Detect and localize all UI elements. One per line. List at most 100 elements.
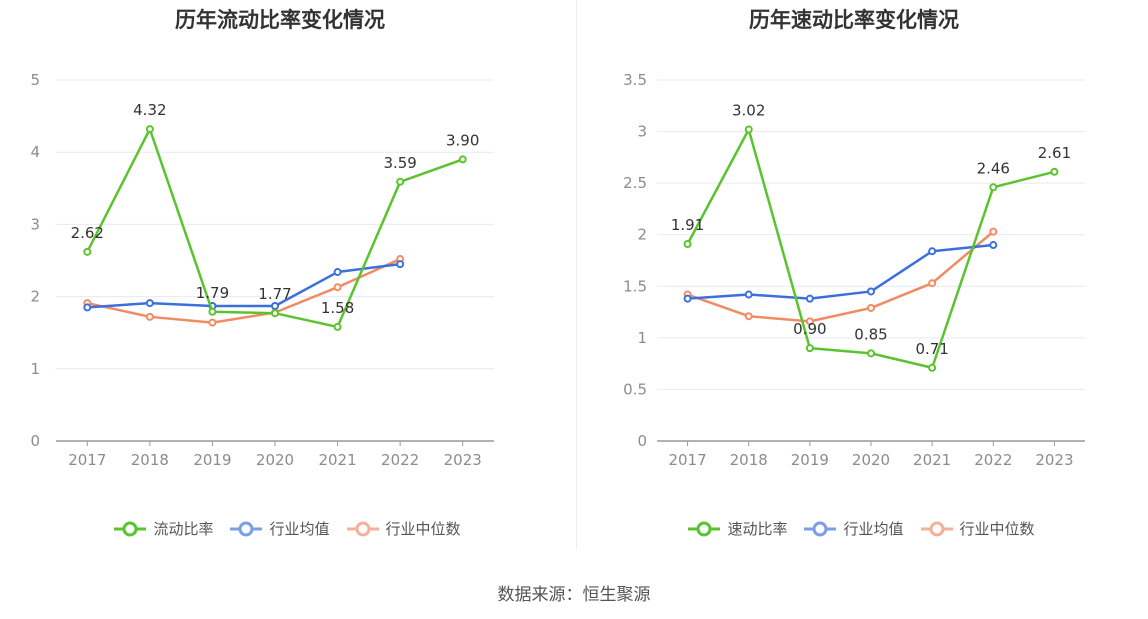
- y-tick-label: 3: [30, 215, 40, 233]
- main-series-point: [805, 344, 814, 353]
- industry-median-series-line: [687, 230, 995, 323]
- data-label: 3.59: [383, 154, 416, 172]
- data-label: 1.91: [671, 216, 704, 234]
- x-tick-label: 2020: [256, 451, 294, 469]
- x-tick-label: 2022: [974, 451, 1012, 469]
- main-series-point: [208, 307, 217, 316]
- legend-item-quick-ratio[interactable]: 速动比率: [687, 518, 787, 539]
- y-tick-label: 0: [30, 432, 40, 450]
- chart-legend: 速动比率 行业均值 行业中位数: [574, 518, 1148, 539]
- industry-median-series-point: [867, 303, 875, 312]
- main-series-point: [1050, 167, 1059, 176]
- main-series-point: [396, 177, 405, 186]
- y-tick-label: 2.5: [623, 174, 647, 192]
- x-tick-label: 2020: [852, 451, 890, 469]
- chart-title: 历年速动比率变化情况: [749, 8, 959, 32]
- legend-label: 速动比率: [727, 520, 788, 538]
- legend-item-industry-median[interactable]: 行业中位数: [920, 518, 1035, 539]
- data-label: 2.46: [977, 159, 1010, 177]
- x-tick-label: 2019: [791, 451, 829, 469]
- legend-item-industry-average[interactable]: 行业均值: [803, 518, 904, 539]
- main-series-point: [928, 363, 937, 372]
- industry-average-series-point: [396, 260, 405, 269]
- legend-line-icon: [346, 521, 379, 536]
- y-tick-label: 5: [30, 71, 40, 89]
- x-tick-label: 2023: [1035, 451, 1073, 469]
- industry-median-series-point: [333, 283, 342, 292]
- legend-item-industry-median[interactable]: 行业中位数: [346, 518, 461, 539]
- industry-average-series-point: [928, 247, 937, 256]
- y-tick-label: 1.5: [623, 277, 647, 295]
- y-tick-label: 2: [30, 288, 40, 306]
- x-tick-label: 2017: [68, 451, 106, 469]
- data-label: 2.61: [1038, 144, 1071, 162]
- x-tick-label: 2019: [193, 451, 231, 469]
- industry-average-series-point: [83, 303, 92, 312]
- main-series-point: [333, 322, 342, 331]
- current-ratio-chart: 0 1 2 3 4 5 2017 2018 2019 2020 2021 2022 2023 2.62 4.…: [30, 71, 494, 469]
- data-label: 3.90: [446, 131, 479, 149]
- main-series-point: [145, 125, 154, 134]
- y-tick-label: 3: [637, 123, 647, 141]
- data-source-note: 数据来源：恒生聚源: [497, 585, 651, 605]
- main-series-point: [989, 183, 998, 192]
- legend-label: 流动比率: [153, 520, 214, 538]
- y-tick-label: 3.5: [623, 71, 647, 89]
- industry-average-series-point: [867, 287, 875, 296]
- data-label: 1.79: [196, 284, 229, 302]
- main-series-point: [271, 309, 279, 318]
- y-tick-label: 2: [637, 226, 647, 244]
- data-label: 0.71: [915, 340, 948, 358]
- legend-item-current-ratio[interactable]: 流动比率: [113, 518, 213, 539]
- industry-average-series-point: [805, 294, 814, 303]
- y-tick-label: 0: [637, 432, 647, 450]
- industry-median-series-point: [208, 318, 217, 327]
- industry-average-series-point: [271, 301, 279, 310]
- main-series-point: [683, 239, 692, 248]
- main-series-point: [867, 349, 875, 358]
- quick-ratio-panel: 历年速动比率变化情况 0 0.5 1 1.5 2 2.5 3 3.5 2017 2018 2019 2…: [574, 0, 1148, 560]
- data-label: 0.90: [793, 320, 826, 338]
- industry-average-series-point: [989, 241, 998, 250]
- data-label: 0.85: [854, 325, 887, 343]
- main-series-point: [83, 247, 92, 256]
- legend-line-icon: [114, 521, 147, 536]
- chart-title: 历年流动比率变化情况: [175, 8, 385, 32]
- main-series-point: [744, 125, 753, 134]
- x-tick-label: 2018: [730, 451, 768, 469]
- y-tick-label: 1: [30, 360, 40, 378]
- data-label: 1.58: [321, 299, 354, 317]
- industry-median-series-line: [87, 257, 401, 324]
- data-label: 3.02: [732, 102, 765, 120]
- x-tick-label: 2021: [913, 451, 951, 469]
- main-series-point: [458, 155, 467, 164]
- x-tick-label: 2017: [668, 451, 706, 469]
- industry-average-series-point: [333, 268, 342, 277]
- industry-average-series-line: [687, 243, 994, 300]
- legend-label: 行业中位数: [385, 520, 461, 538]
- panel-divider: [576, 0, 577, 550]
- legend-line-icon: [920, 521, 953, 536]
- industry-median-series-point: [989, 227, 998, 236]
- data-label: 1.77: [258, 285, 291, 303]
- industry-average-series-point: [683, 294, 692, 303]
- y-tick-label: 4: [30, 143, 40, 161]
- industry-median-series-point: [928, 279, 937, 288]
- data-label: 2.62: [71, 224, 104, 242]
- current-ratio-panel: 历年流动比率变化情况 0 1 2 3 4 5 2017 2018 2019 2020 2021 202…: [0, 0, 574, 560]
- legend-line-icon: [230, 521, 263, 536]
- chart-legend: 流动比率 行业均值 行业中位数: [0, 518, 574, 539]
- legend-label: 行业均值: [269, 520, 330, 538]
- industry-average-series-point: [145, 299, 154, 308]
- data-label: 4.32: [133, 101, 166, 119]
- industry-median-series-point: [744, 312, 753, 321]
- industry-average-series-point: [744, 290, 753, 299]
- y-tick-label: 0.5: [623, 380, 647, 398]
- legend-label: 行业均值: [843, 520, 904, 538]
- x-tick-label: 2018: [131, 451, 169, 469]
- legend-item-industry-average[interactable]: 行业均值: [229, 518, 330, 539]
- legend-line-icon: [804, 521, 837, 536]
- x-tick-label: 2022: [381, 451, 419, 469]
- industry-median-series-point: [145, 312, 154, 321]
- legend-line-icon: [688, 521, 721, 536]
